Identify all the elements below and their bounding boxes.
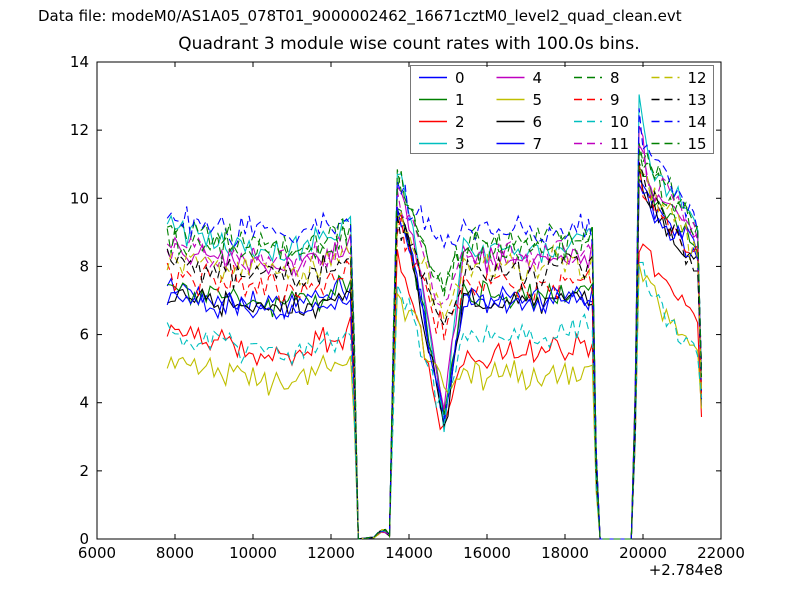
legend-label-2: 2 bbox=[455, 113, 465, 131]
x-tick-label: 14000 bbox=[385, 544, 433, 562]
x-tick-label: 18000 bbox=[541, 544, 589, 562]
legend-label-1: 1 bbox=[455, 91, 465, 109]
legend-label-14: 14 bbox=[688, 113, 707, 131]
x-tick-label: 20000 bbox=[619, 544, 667, 562]
y-tick-label: 8 bbox=[79, 257, 89, 275]
legend-box bbox=[410, 65, 714, 154]
y-tick-label: 10 bbox=[70, 189, 89, 207]
y-tick-label: 12 bbox=[70, 121, 89, 139]
legend-label-13: 13 bbox=[688, 91, 707, 109]
x-tick-label: 8000 bbox=[156, 544, 194, 562]
y-tick-label: 4 bbox=[79, 394, 89, 412]
legend-label-4: 4 bbox=[533, 69, 543, 87]
x-tick-label: 12000 bbox=[307, 544, 355, 562]
x-tick-label: 10000 bbox=[229, 544, 277, 562]
x-tick-label: 22000 bbox=[697, 544, 745, 562]
legend-label-12: 12 bbox=[688, 69, 707, 87]
x-tick-label: 6000 bbox=[78, 544, 116, 562]
series-line-8 bbox=[167, 142, 703, 540]
legend-label-6: 6 bbox=[533, 113, 543, 131]
series-line-6 bbox=[166, 165, 703, 540]
legend-label-7: 7 bbox=[533, 135, 543, 153]
legend-label-8: 8 bbox=[610, 69, 620, 87]
legend-label-9: 9 bbox=[610, 91, 620, 109]
legend-label-0: 0 bbox=[455, 69, 465, 87]
series-line-11 bbox=[166, 142, 703, 540]
legend-label-15: 15 bbox=[688, 135, 707, 153]
series-line-13 bbox=[166, 162, 703, 540]
legend-label-5: 5 bbox=[533, 91, 543, 109]
legend-label-3: 3 bbox=[455, 135, 465, 153]
series-line-3 bbox=[166, 94, 703, 540]
series-line-4 bbox=[166, 125, 703, 540]
legend-label-11: 11 bbox=[610, 135, 629, 153]
y-tick-label: 2 bbox=[79, 462, 89, 480]
y-tick-label: 0 bbox=[79, 530, 89, 548]
x-axis-offset-label: +2.784e8 bbox=[648, 561, 723, 579]
chart-title: Quadrant 3 module wise count rates with … bbox=[178, 34, 640, 54]
series-line-15 bbox=[166, 149, 703, 540]
data-file-label: Data file: modeM0/AS1A05_078T01_90000024… bbox=[38, 7, 682, 25]
y-tick-label: 14 bbox=[70, 53, 89, 71]
x-tick-label: 16000 bbox=[463, 544, 511, 562]
series-line-14 bbox=[166, 108, 703, 540]
series-line-9 bbox=[166, 162, 703, 540]
y-tick-label: 6 bbox=[79, 326, 89, 344]
legend-label-10: 10 bbox=[610, 113, 629, 131]
